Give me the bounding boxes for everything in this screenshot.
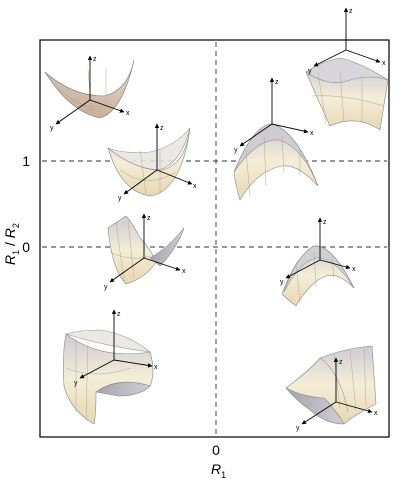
axis-letter-y-4: y (74, 380, 78, 387)
axis-letter-z-5: z (349, 8, 353, 15)
y-axis-label-r1: R (2, 255, 18, 265)
bowl-top-left-surface (44, 59, 135, 119)
axis-letter-x-7: x (352, 266, 356, 273)
axis-letter-x-5: x (382, 60, 386, 67)
axes-triad-8 (301, 357, 373, 425)
axis-letter-y-7: y (280, 279, 284, 286)
axis-letter-z-3: z (147, 215, 151, 222)
x-axis-label: R1 (211, 461, 226, 480)
dome-upper-right-surface (233, 123, 319, 201)
x-tick-label-0: 0 (212, 442, 220, 458)
dome-top-right-surface (305, 57, 389, 131)
saddle-bottom-right-surface (285, 345, 377, 425)
plot-frame (39, 39, 390, 438)
axis-letter-y-8: y (296, 425, 300, 432)
x-axis-label-r: R (211, 461, 221, 477)
axis-letter-x-6: x (310, 130, 314, 137)
axes-triad-4 (79, 309, 153, 379)
x-axis-label-sub: 1 (221, 470, 226, 480)
axis-letter-x-1: x (126, 110, 130, 117)
y-axis-label: R1 / R2 (2, 223, 21, 265)
axes-triad-3 (109, 213, 181, 283)
axis-letter-z-1: z (93, 56, 97, 63)
y-axis-label-r1-sub: 1 (11, 250, 21, 255)
bowl-upper-left-surface (107, 127, 191, 197)
y-tick-label-1: 1 (22, 153, 30, 169)
y-axis-label-r2-sub: 2 (11, 223, 21, 228)
axis-letter-x-3: x (182, 268, 186, 275)
axes-triad-5 (313, 7, 381, 67)
axis-letter-y-5: y (308, 68, 312, 75)
axes-triad-2 (123, 123, 193, 195)
axis-letter-y-3: y (104, 284, 108, 291)
axis-letter-x-2: x (193, 183, 197, 190)
axis-letter-x-4: x (154, 364, 158, 371)
y-axis-label-r2: R (2, 228, 18, 238)
axes-triad-6 (239, 77, 309, 147)
axes-triad-1 (55, 55, 125, 125)
half-bowl-left-surface (107, 215, 185, 285)
axis-letter-y-1: y (50, 125, 54, 132)
axis-letter-z-7: z (323, 219, 327, 226)
y-tick-label-0: 0 (22, 239, 30, 255)
y-axis-label-slash: / (2, 238, 18, 250)
axis-letter-z-6: z (275, 79, 279, 86)
saddle-bottom-left-surface (63, 329, 154, 425)
axis-letter-z-4: z (117, 311, 121, 318)
axis-letter-y-6: y (234, 147, 238, 154)
axis-letter-z-8: z (339, 359, 343, 366)
axis-letter-x-8: x (374, 410, 378, 417)
axis-letter-z-2: z (160, 125, 164, 132)
axis-letter-y-2: y (118, 195, 122, 202)
axes-triad-7 (285, 217, 351, 279)
cylinder-right-surface (281, 245, 355, 307)
